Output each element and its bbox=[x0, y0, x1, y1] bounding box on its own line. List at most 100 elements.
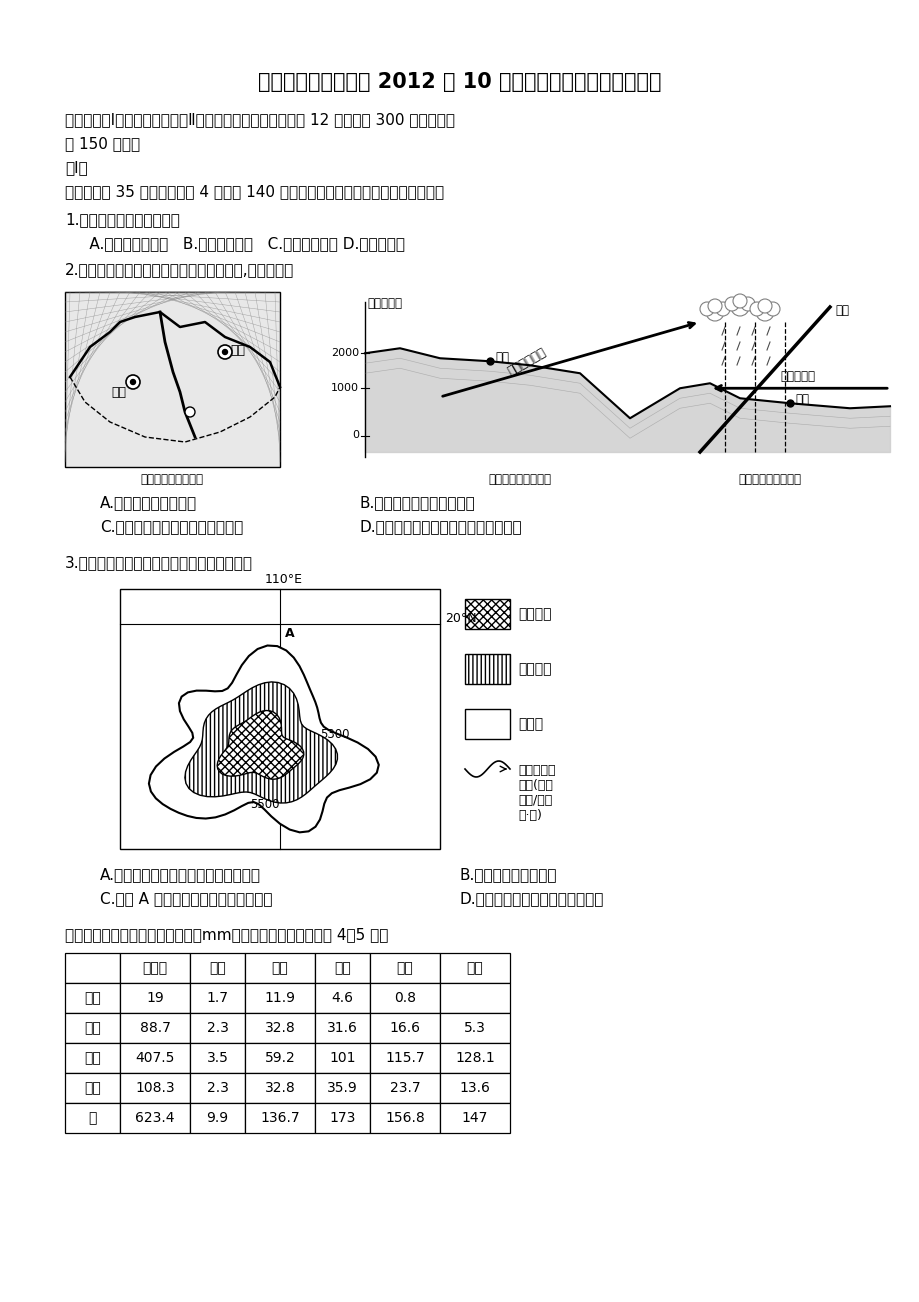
Circle shape bbox=[222, 349, 227, 354]
Text: 贵阳: 贵阳 bbox=[230, 344, 244, 357]
Bar bbox=[439, 953, 509, 983]
Circle shape bbox=[757, 299, 771, 312]
Text: D.昆明与贵阳冬半年均以冷湿天气为主: D.昆明与贵阳冬半年均以冷湿天气为主 bbox=[359, 519, 522, 534]
Text: 110°E: 110°E bbox=[265, 573, 302, 586]
Bar bbox=[65, 1043, 119, 1073]
Bar bbox=[244, 983, 314, 1013]
Bar bbox=[190, 1073, 244, 1103]
Circle shape bbox=[699, 302, 713, 316]
Circle shape bbox=[708, 299, 721, 312]
Text: 年太阳总辐
射量(百万
焦耳/平方
米·年): 年太阳总辐 射量(百万 焦耳/平方 米·年) bbox=[517, 764, 555, 822]
Text: 夏季: 夏季 bbox=[84, 1051, 101, 1065]
Text: 锋面: 锋面 bbox=[834, 303, 848, 316]
Text: 微雨: 微雨 bbox=[209, 961, 226, 975]
Bar bbox=[244, 1043, 314, 1073]
Text: A: A bbox=[285, 628, 294, 641]
Bar bbox=[369, 1013, 439, 1043]
Text: 11.9: 11.9 bbox=[265, 991, 295, 1005]
Bar bbox=[119, 589, 439, 849]
Text: 2.3: 2.3 bbox=[207, 1081, 228, 1095]
Bar bbox=[314, 1073, 369, 1103]
Text: 一、本题共 35 小题，每小题 4 分，共 140 分，每小题只有一个最符合要求的答案。: 一、本题共 35 小题，每小题 4 分，共 140 分，每小题只有一个最符合要求… bbox=[65, 184, 444, 199]
Bar bbox=[439, 1013, 509, 1043]
Text: 昆明准静止锋面位置: 昆明准静止锋面位置 bbox=[141, 473, 203, 486]
Text: 108.3: 108.3 bbox=[135, 1081, 175, 1095]
Bar bbox=[119, 1043, 190, 1073]
Bar bbox=[65, 292, 279, 467]
Bar bbox=[65, 1013, 119, 1043]
Text: 5.3: 5.3 bbox=[463, 1021, 485, 1035]
Bar bbox=[369, 1073, 439, 1103]
Text: B.昆明冬季多晴朗温暖天气: B.昆明冬季多晴朗温暖天气 bbox=[359, 495, 475, 510]
Polygon shape bbox=[149, 646, 379, 832]
Bar bbox=[439, 1043, 509, 1073]
Text: 2.云贵高原在冬季常出现下图所示天气系统,从图中可知: 2.云贵高原在冬季常出现下图所示天气系统,从图中可知 bbox=[65, 262, 294, 277]
Text: 35.9: 35.9 bbox=[327, 1081, 357, 1095]
Bar bbox=[314, 1013, 369, 1043]
Bar bbox=[439, 983, 509, 1013]
Text: 海拔（米）: 海拔（米） bbox=[367, 297, 402, 310]
Circle shape bbox=[731, 298, 748, 316]
Circle shape bbox=[705, 303, 723, 322]
Text: 59.2: 59.2 bbox=[265, 1051, 295, 1065]
Text: 年: 年 bbox=[88, 1111, 96, 1125]
Text: 128.1: 128.1 bbox=[455, 1051, 494, 1065]
Bar bbox=[190, 1043, 244, 1073]
Bar bbox=[314, 1103, 369, 1133]
Text: 101: 101 bbox=[329, 1051, 356, 1065]
Text: 407.5: 407.5 bbox=[135, 1051, 175, 1065]
Bar bbox=[119, 1103, 190, 1133]
Text: 昆明: 昆明 bbox=[494, 350, 508, 363]
Text: 2000: 2000 bbox=[331, 348, 358, 358]
Polygon shape bbox=[217, 711, 303, 779]
Text: 中雨: 中雨 bbox=[334, 961, 350, 975]
Text: D.全年晴好天气西南部多于东北部: D.全年晴好天气西南部多于东北部 bbox=[460, 891, 604, 906]
Circle shape bbox=[766, 302, 779, 316]
Circle shape bbox=[724, 297, 738, 311]
Text: C.图中 A 地每年有一次的阳光直射机会: C.图中 A 地每年有一次的阳光直射机会 bbox=[100, 891, 272, 906]
Text: 623.4: 623.4 bbox=[135, 1111, 175, 1125]
Bar bbox=[314, 1043, 369, 1073]
Text: 时 150 分钟。: 时 150 分钟。 bbox=[65, 135, 140, 151]
Text: 1000: 1000 bbox=[331, 383, 358, 393]
Bar bbox=[65, 953, 119, 983]
Text: 茂名市第四中学高三 2012 年 10 月高考模拟考试文科综合试卷: 茂名市第四中学高三 2012 年 10 月高考模拟考试文科综合试卷 bbox=[258, 72, 661, 92]
Text: 4.6: 4.6 bbox=[331, 991, 353, 1005]
Bar bbox=[314, 953, 369, 983]
Bar bbox=[369, 1043, 439, 1073]
Text: 西南暖湿气流: 西南暖湿气流 bbox=[505, 346, 548, 378]
Bar bbox=[190, 983, 244, 1013]
Circle shape bbox=[740, 297, 754, 311]
Text: 低山丘陵: 低山丘陵 bbox=[517, 661, 550, 676]
Text: C.云贵高原地势自东北向西南倾斜: C.云贵高原地势自东北向西南倾斜 bbox=[100, 519, 243, 534]
Text: 0.8: 0.8 bbox=[393, 991, 415, 1005]
Bar bbox=[464, 599, 509, 629]
Text: 平　原: 平 原 bbox=[517, 717, 542, 730]
Bar bbox=[190, 1103, 244, 1133]
Bar bbox=[244, 1013, 314, 1043]
Text: 136.7: 136.7 bbox=[260, 1111, 300, 1125]
Text: 本试卷分第Ⅰ卷（选择题）和第Ⅱ卷（非选择题）两部分。共 12 页，满分 300 分。考试用: 本试卷分第Ⅰ卷（选择题）和第Ⅱ卷（非选择题）两部分。共 12 页，满分 300 … bbox=[65, 112, 455, 128]
Text: 5500: 5500 bbox=[250, 798, 279, 811]
Text: 20°N: 20°N bbox=[445, 612, 476, 625]
Text: 31.6: 31.6 bbox=[327, 1021, 357, 1035]
Text: 16.6: 16.6 bbox=[389, 1021, 420, 1035]
Text: 小雨: 小雨 bbox=[271, 961, 288, 975]
Text: A.地势中间高四周低，地形以高原为主: A.地势中间高四周低，地形以高原为主 bbox=[100, 867, 261, 881]
Bar bbox=[65, 1103, 119, 1133]
Bar bbox=[369, 1103, 439, 1133]
Text: 147: 147 bbox=[461, 1111, 488, 1125]
Text: 88.7: 88.7 bbox=[140, 1021, 170, 1035]
Text: 5300: 5300 bbox=[320, 728, 349, 741]
Circle shape bbox=[185, 408, 195, 417]
Bar bbox=[369, 953, 439, 983]
Text: 昆明: 昆明 bbox=[111, 385, 126, 398]
Text: 1.7: 1.7 bbox=[206, 991, 228, 1005]
Text: 19: 19 bbox=[146, 991, 164, 1005]
Bar bbox=[119, 983, 190, 1013]
Bar bbox=[314, 983, 369, 1013]
Text: 第Ⅰ卷: 第Ⅰ卷 bbox=[65, 160, 87, 174]
Text: 32.8: 32.8 bbox=[265, 1021, 295, 1035]
Text: 2.3: 2.3 bbox=[207, 1021, 228, 1035]
Text: 0: 0 bbox=[352, 431, 358, 440]
